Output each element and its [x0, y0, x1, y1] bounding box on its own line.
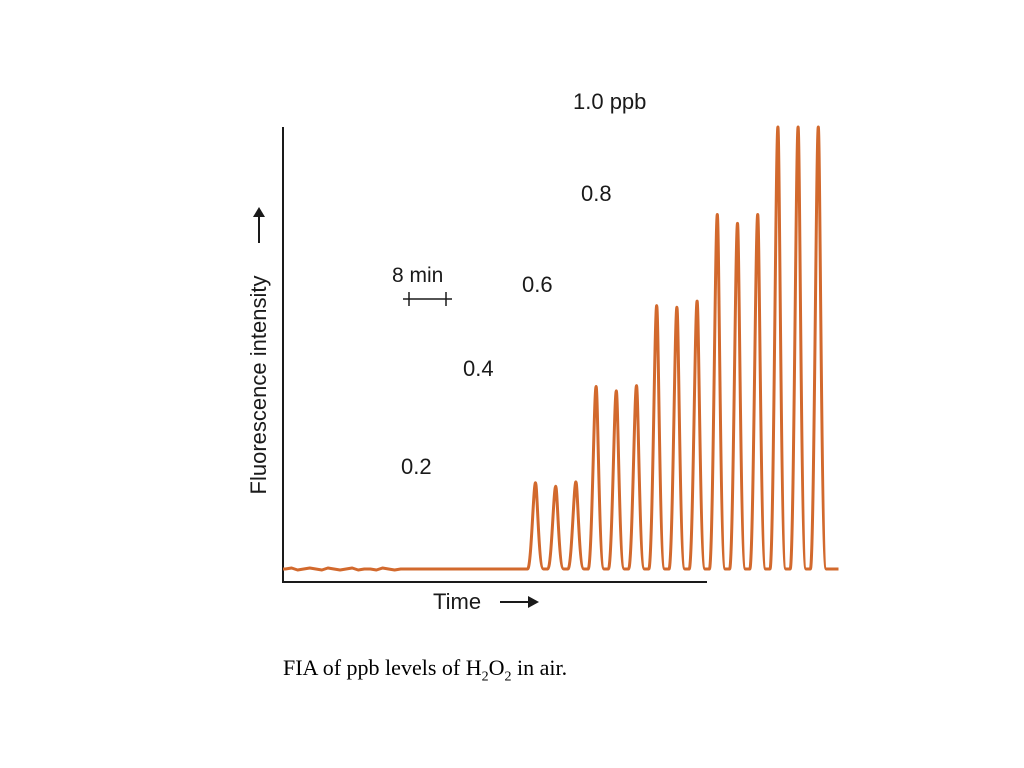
peak-9 — [695, 299, 699, 303]
group-label-0.8: 0.8 — [581, 181, 612, 206]
caption-middle: O — [488, 655, 505, 680]
caption-prefix: FIA of ppb levels of H — [283, 655, 482, 680]
fluorescence-trace — [283, 125, 839, 572]
figure-caption: FIA of ppb levels of H2O2 in air. — [283, 655, 567, 685]
peak-1 — [534, 481, 538, 485]
y-axis-label: Fluorescence intensity — [246, 276, 271, 495]
scale-bar-label: 8 min — [392, 264, 443, 287]
peak-14 — [796, 125, 800, 129]
group-label-0.4: 0.4 — [463, 356, 494, 381]
peak-2 — [554, 484, 558, 488]
peak-8 — [675, 305, 679, 309]
peak-6 — [635, 384, 639, 388]
peak-10 — [715, 213, 719, 217]
scale-bar — [403, 292, 452, 306]
group-labels: 0.2 0.4 0.6 0.8 1.0 ppb — [401, 89, 646, 479]
peak-4 — [594, 385, 598, 389]
group-label-1.0-ppb: 1.0 ppb — [573, 89, 646, 114]
peak-5 — [614, 389, 618, 393]
caption-suffix: in air. — [511, 655, 568, 680]
x-axis-label: Time — [433, 589, 481, 614]
peak-3 — [574, 480, 578, 484]
caption-subscript-1: 2 — [481, 669, 489, 685]
peak-13 — [776, 125, 780, 129]
x-axis-arrow-icon — [500, 596, 539, 608]
y-axis-arrow-icon — [253, 207, 265, 243]
peak-11 — [736, 221, 740, 225]
group-label-0.6: 0.6 — [522, 272, 553, 297]
peak-15 — [816, 125, 820, 129]
peak-7 — [655, 304, 659, 308]
chart-axes — [282, 127, 707, 583]
peak-12 — [756, 213, 760, 217]
group-label-0.2: 0.2 — [401, 454, 432, 479]
caption-subscript-2: 2 — [504, 669, 512, 685]
